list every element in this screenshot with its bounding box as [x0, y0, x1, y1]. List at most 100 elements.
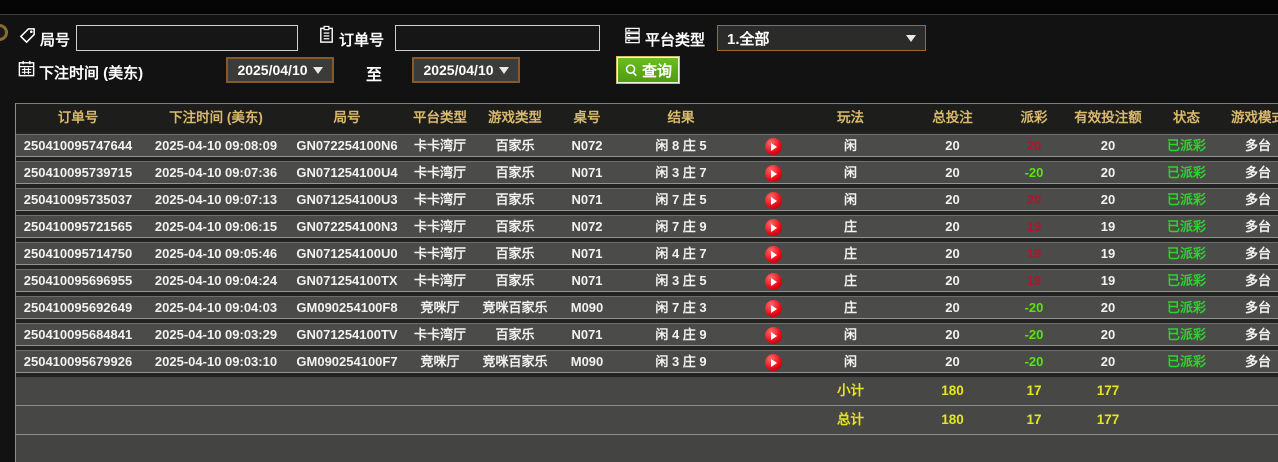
column-header-3[interactable]: 局号	[333, 110, 361, 125]
bet-type-cell: 闲	[843, 165, 857, 180]
subtotal-valid-bet: 177	[1096, 383, 1120, 398]
payout-cell: 19	[1026, 246, 1042, 261]
table-row[interactable]: 250410095692649 2025-04-10 09:04:03 GM09…	[16, 296, 1278, 319]
play-replay-button[interactable]	[764, 246, 782, 264]
table-number-cell: N071	[571, 273, 603, 288]
play-icon	[771, 223, 777, 232]
platform-type-select[interactable]: 1.全部	[717, 25, 926, 51]
column-header-8[interactable]	[740, 104, 806, 132]
platform-cell: 竞咪厅	[420, 354, 460, 369]
status-cell: 已派彩	[1166, 219, 1206, 234]
column-header-5[interactable]: 游戏类型	[488, 110, 542, 125]
platform-type-label: 平台类型	[645, 32, 706, 49]
table-row[interactable]: 250410095735037 2025-04-10 09:07:13 GN07…	[16, 188, 1278, 211]
table-row[interactable]: 250410095714750 2025-04-10 09:05:46 GN07…	[16, 242, 1278, 265]
table-number-cell: N071	[571, 327, 603, 342]
play-replay-button[interactable]	[764, 165, 782, 183]
column-header-6[interactable]: 桌号	[573, 110, 601, 125]
column-header-10[interactable]: 总投注	[932, 110, 973, 125]
replay-cell	[740, 162, 806, 183]
round-number-cell: GN071254100U4	[296, 165, 398, 180]
bet-time-cell: 2025-04-10 09:03:29	[154, 327, 278, 342]
total-bet-cell: 20	[945, 192, 960, 207]
column-header-2[interactable]: 下注时间 (美东)	[169, 110, 263, 125]
play-replay-button[interactable]	[764, 273, 782, 291]
table-number-cell: N071	[571, 165, 603, 180]
replay-cell	[740, 135, 806, 156]
bet-type-cell: 庄	[843, 300, 857, 315]
table-row[interactable]: 250410095747644 2025-04-10 09:08:09 GN07…	[16, 134, 1278, 157]
payout-cell: 20	[1026, 138, 1042, 153]
column-header-12[interactable]: 有效投注额	[1074, 110, 1142, 125]
play-replay-button[interactable]	[764, 327, 782, 345]
replay-cell	[740, 324, 806, 345]
subtotal-payout: 17	[1026, 383, 1042, 398]
column-header-11[interactable]: 派彩	[1020, 110, 1048, 125]
side-panel-handle[interactable]	[0, 24, 8, 41]
table-row[interactable]: 250410095679926 2025-04-10 09:03:10 GM09…	[16, 350, 1278, 373]
valid-bet-cell: 19	[1100, 246, 1116, 261]
valid-bet-cell: 19	[1100, 219, 1116, 234]
total-bet-cell: 20	[945, 165, 960, 180]
table-number-cell: M090	[570, 300, 604, 315]
status-cell: 已派彩	[1166, 192, 1206, 207]
round-number-input[interactable]	[76, 25, 298, 51]
date-from-select[interactable]: 2025/04/10	[226, 57, 334, 83]
result-cell: 闲 4 庄 7	[655, 246, 707, 261]
table-row[interactable]: 250410095684841 2025-04-10 09:03:29 GN07…	[16, 323, 1278, 346]
play-icon	[771, 196, 777, 205]
platform-cell: 卡卡湾厅	[413, 219, 466, 234]
game-mode-cell: 多台	[1244, 246, 1271, 261]
bet-type-cell: 闲	[843, 327, 857, 342]
game-type-cell: 竞咪百家乐	[482, 300, 548, 315]
bet-time-cell: 2025-04-10 09:07:36	[154, 165, 278, 180]
bet-time-cell: 2025-04-10 09:03:10	[154, 354, 278, 369]
table-row[interactable]: 250410095739715 2025-04-10 09:07:36 GN07…	[16, 161, 1278, 184]
column-header-9[interactable]: 玩法	[837, 110, 864, 125]
column-header-7[interactable]: 结果	[667, 110, 695, 125]
replay-cell	[740, 297, 806, 318]
order-number-cell: 250410095735037	[23, 192, 133, 207]
column-header-13[interactable]: 状态	[1173, 110, 1200, 125]
game-mode-cell: 多台	[1244, 327, 1271, 342]
game-mode-cell: 多台	[1244, 273, 1271, 288]
result-cell: 闲 3 庄 7	[655, 165, 707, 180]
result-cell: 闲 7 庄 3	[655, 300, 707, 315]
column-header-14[interactable]: 游戏模式	[1231, 110, 1278, 125]
date-from-value: 2025/04/10	[237, 62, 308, 78]
status-cell: 已派彩	[1166, 273, 1206, 288]
play-replay-button[interactable]	[764, 300, 782, 318]
date-to-select[interactable]: 2025/04/10	[412, 57, 520, 83]
bet-type-cell: 闲	[843, 192, 857, 207]
query-button[interactable]: 查询	[616, 56, 681, 84]
payout-cell: -20	[1024, 354, 1044, 369]
play-replay-button[interactable]	[764, 219, 782, 237]
game-mode-cell: 多台	[1244, 165, 1271, 180]
play-icon	[771, 331, 777, 340]
bet-records-table: 订单号 下注时间 (美东) 局号 平台类型 游戏类型 桌号 结果 玩法 总投注 派彩 有效投注额 状态…	[15, 103, 1278, 462]
game-type-cell: 竞咪百家乐	[482, 354, 548, 369]
column-header-4[interactable]: 平台类型	[413, 110, 467, 125]
play-replay-button[interactable]	[764, 138, 782, 156]
subtotal-row: 小计 180 17 177	[16, 377, 1278, 406]
platform-cell: 卡卡湾厅	[413, 327, 466, 342]
grand-total-total-bet: 180	[941, 412, 964, 427]
order-number-input[interactable]	[395, 25, 600, 51]
game-mode-cell: 多台	[1244, 138, 1271, 153]
order-number-cell: 250410095684841	[23, 327, 133, 342]
result-cell: 闲 8 庄 5	[655, 138, 707, 153]
round-number-cell: GN071254100TX	[296, 273, 398, 288]
table-row[interactable]: 250410095721565 2025-04-10 09:06:15 GN07…	[16, 215, 1278, 238]
platform-cell: 卡卡湾厅	[413, 192, 466, 207]
grand-total-valid-bet: 177	[1096, 412, 1120, 427]
round-number-cell: GN071254100U3	[296, 192, 398, 207]
payout-cell: 20	[1026, 192, 1042, 207]
column-header-1[interactable]: 订单号	[57, 110, 99, 125]
play-replay-button[interactable]	[764, 192, 782, 210]
table-row[interactable]: 250410095696955 2025-04-10 09:04:24 GN07…	[16, 269, 1278, 292]
bet-time-cell: 2025-04-10 09:04:24	[154, 273, 278, 288]
bet-time-label: 下注时间 (美东)	[39, 65, 144, 82]
play-replay-button[interactable]	[764, 354, 782, 372]
valid-bet-cell: 20	[1100, 165, 1116, 180]
replay-cell	[740, 216, 806, 237]
